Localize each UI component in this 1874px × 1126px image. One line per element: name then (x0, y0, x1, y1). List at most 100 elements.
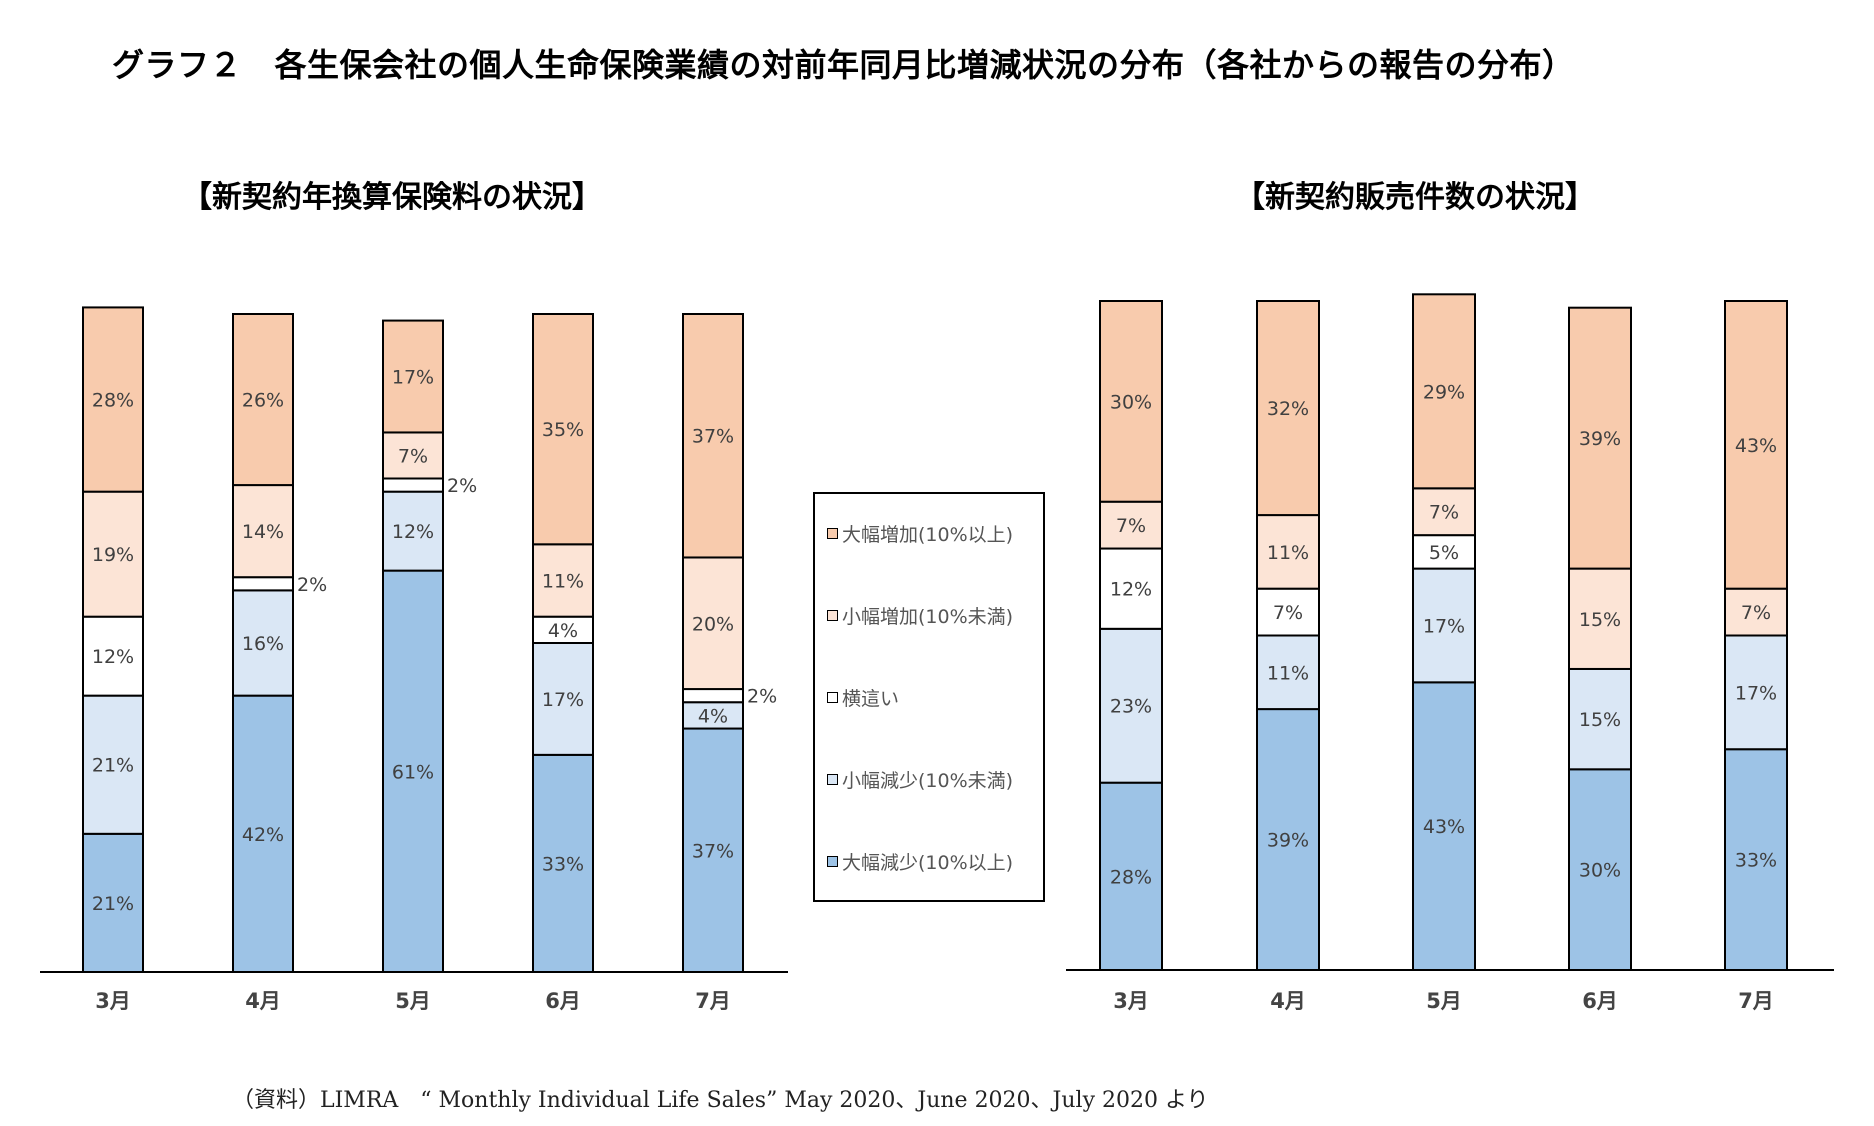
data-label: 61% (392, 761, 434, 783)
category-label: 6月 (1582, 989, 1618, 1013)
data-label: 39% (1579, 428, 1621, 450)
bar-segment-small-decrease (82, 694, 144, 835)
data-label: 26% (242, 390, 284, 412)
data-label: 30% (1110, 391, 1152, 413)
bar-segment-large-increase (532, 313, 594, 546)
bar-segment-small-decrease (532, 642, 594, 756)
category-label: 4月 (245, 989, 281, 1013)
data-label: 33% (542, 853, 584, 875)
legend-label: 大幅減少(10%以上) (842, 852, 1014, 874)
category-label: 3月 (1113, 989, 1149, 1013)
bar-segment-small-decrease (232, 589, 294, 697)
legend-swatch-large-increase (827, 528, 838, 539)
bar-segment-small-increase (1568, 567, 1632, 670)
legend-label: 横這い (842, 688, 900, 710)
bar-segment-large-decrease (1412, 681, 1476, 972)
data-label: 42% (242, 824, 284, 846)
bar-segment-large-increase (232, 313, 294, 487)
legend-item-small-increase: 小幅増加(10%未満) (827, 602, 1013, 629)
data-label: 4% (698, 705, 728, 727)
bar-segment-large-increase (1099, 300, 1163, 503)
data-label: 11% (1267, 662, 1309, 684)
legend: 大幅増加(10%以上) 小幅増加(10%未満) 横這い 小幅減少(10%未満) … (813, 492, 1045, 902)
data-label: 19% (92, 544, 134, 566)
legend-label: 小幅増加(10%未満) (842, 606, 1014, 628)
bar-segment-flat (382, 477, 444, 493)
legend-swatch-flat (827, 692, 838, 703)
bar-segment-small-increase (1724, 587, 1788, 637)
chart-title-count: 【新契約販売件数の状況】 (1235, 180, 1595, 215)
data-label: 15% (1579, 709, 1621, 731)
data-label: 37% (692, 840, 734, 862)
source-note: （資料）LIMRA “ Monthly Individual Life Sale… (232, 1088, 1209, 1113)
bar-segment-small-decrease (1256, 634, 1320, 711)
data-label: 30% (1579, 860, 1621, 882)
category-label: 7月 (695, 989, 731, 1013)
bar-segment-large-increase (1412, 293, 1476, 490)
data-label: 32% (1267, 398, 1309, 420)
data-label: 11% (542, 570, 584, 592)
bar-segment-small-decrease (1099, 627, 1163, 784)
bar-segment-large-decrease (1256, 708, 1320, 972)
category-label: 4月 (1270, 989, 1306, 1013)
data-label: 21% (92, 893, 134, 915)
bar-segment-small-increase (682, 556, 744, 691)
bar-segment-large-increase (82, 306, 144, 493)
category-label: 6月 (545, 989, 581, 1013)
legend-item-small-decrease: 小幅減少(10%未満) (827, 766, 1013, 793)
bar-segment-small-increase (1412, 487, 1476, 537)
bar-segment-small-decrease (682, 701, 744, 730)
data-label: 5% (1429, 542, 1459, 564)
data-label: 11% (1267, 542, 1309, 564)
data-label: 12% (92, 646, 134, 668)
data-label: 2% (447, 475, 477, 497)
bar-segment-large-increase (682, 313, 744, 559)
bar-segment-flat (232, 576, 294, 592)
data-label: 17% (392, 367, 434, 389)
data-label: 20% (692, 613, 734, 635)
bar-segment-flat (682, 688, 744, 704)
page-title: グラフ２ 各生保会社の個人生命保険業績の対前年同月比増減状況の分布（各社からの報… (112, 46, 1575, 84)
legend-swatch-large-decrease (827, 856, 838, 867)
bar-segment-small-increase (1099, 500, 1163, 550)
data-label: 17% (542, 689, 584, 711)
legend-label: 小幅減少(10%未満) (842, 770, 1014, 792)
bar-segment-small-increase (382, 431, 444, 480)
category-label: 5月 (395, 989, 431, 1013)
category-label: 3月 (95, 989, 131, 1013)
bar-segment-large-increase (1256, 300, 1320, 517)
data-label: 17% (1423, 615, 1465, 637)
data-label: 7% (1116, 515, 1146, 537)
data-label: 35% (542, 419, 584, 441)
bar-segment-large-decrease (1724, 748, 1788, 971)
bar-segment-flat (1099, 547, 1163, 630)
bar-segment-flat (1412, 534, 1476, 570)
data-label: 29% (1423, 381, 1465, 403)
category-label: 5月 (1426, 989, 1462, 1013)
data-label: 43% (1735, 435, 1777, 457)
bar-segment-large-decrease (1099, 781, 1163, 971)
legend-swatch-small-increase (827, 610, 838, 621)
bar-segment-large-decrease (1568, 768, 1632, 971)
data-label: 21% (92, 755, 134, 777)
bar-segment-large-increase (1724, 300, 1788, 590)
bar-segment-large-increase (1568, 306, 1632, 570)
data-label: 14% (242, 521, 284, 543)
data-label: 28% (1110, 866, 1152, 888)
legend-item-large-decrease: 大幅減少(10%以上) (827, 848, 1013, 875)
data-label: 37% (692, 426, 734, 448)
legend-swatch-small-decrease (827, 774, 838, 785)
data-label: 2% (747, 686, 777, 708)
data-label: 7% (1429, 502, 1459, 524)
data-label: 16% (242, 633, 284, 655)
data-label: 4% (548, 620, 578, 642)
bar-segment-small-increase (82, 490, 144, 618)
data-label: 17% (1735, 682, 1777, 704)
bar-segment-small-increase (232, 484, 294, 579)
bar-segment-large-decrease (382, 569, 444, 973)
legend-label: 大幅増加(10%以上) (842, 524, 1014, 546)
data-label: 39% (1267, 830, 1309, 852)
legend-item-flat: 横這い (827, 684, 899, 711)
data-label: 7% (1741, 602, 1771, 624)
